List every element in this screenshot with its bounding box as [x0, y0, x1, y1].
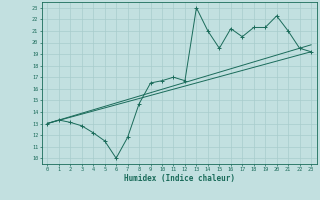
X-axis label: Humidex (Indice chaleur): Humidex (Indice chaleur) [124, 174, 235, 183]
